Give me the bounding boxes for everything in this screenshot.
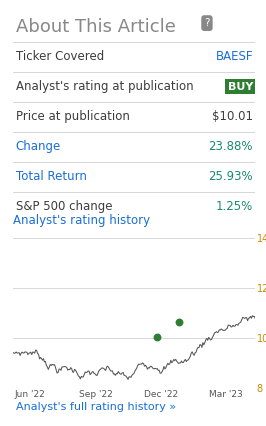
Text: Total Return: Total Return bbox=[16, 170, 87, 183]
Text: S&P 500 change: S&P 500 change bbox=[16, 200, 112, 213]
Text: Analyst's full rating history »: Analyst's full rating history » bbox=[16, 402, 176, 412]
Point bbox=[155, 334, 159, 341]
Text: BAESF: BAESF bbox=[215, 50, 253, 63]
Text: About This Article: About This Article bbox=[16, 18, 176, 36]
Text: 25.93%: 25.93% bbox=[208, 170, 253, 183]
Text: Analyst's rating at publication: Analyst's rating at publication bbox=[16, 80, 193, 93]
Text: Change: Change bbox=[16, 140, 61, 153]
Text: $10.01: $10.01 bbox=[212, 110, 253, 123]
Point bbox=[177, 319, 181, 325]
Text: Ticker Covered: Ticker Covered bbox=[16, 50, 104, 63]
Text: 1.25%: 1.25% bbox=[216, 200, 253, 213]
Text: Price at publication: Price at publication bbox=[16, 110, 130, 123]
Text: 23.88%: 23.88% bbox=[209, 140, 253, 153]
Text: Analyst's rating history: Analyst's rating history bbox=[13, 214, 151, 227]
Text: ?: ? bbox=[204, 18, 210, 28]
Text: BUY: BUY bbox=[228, 82, 253, 92]
